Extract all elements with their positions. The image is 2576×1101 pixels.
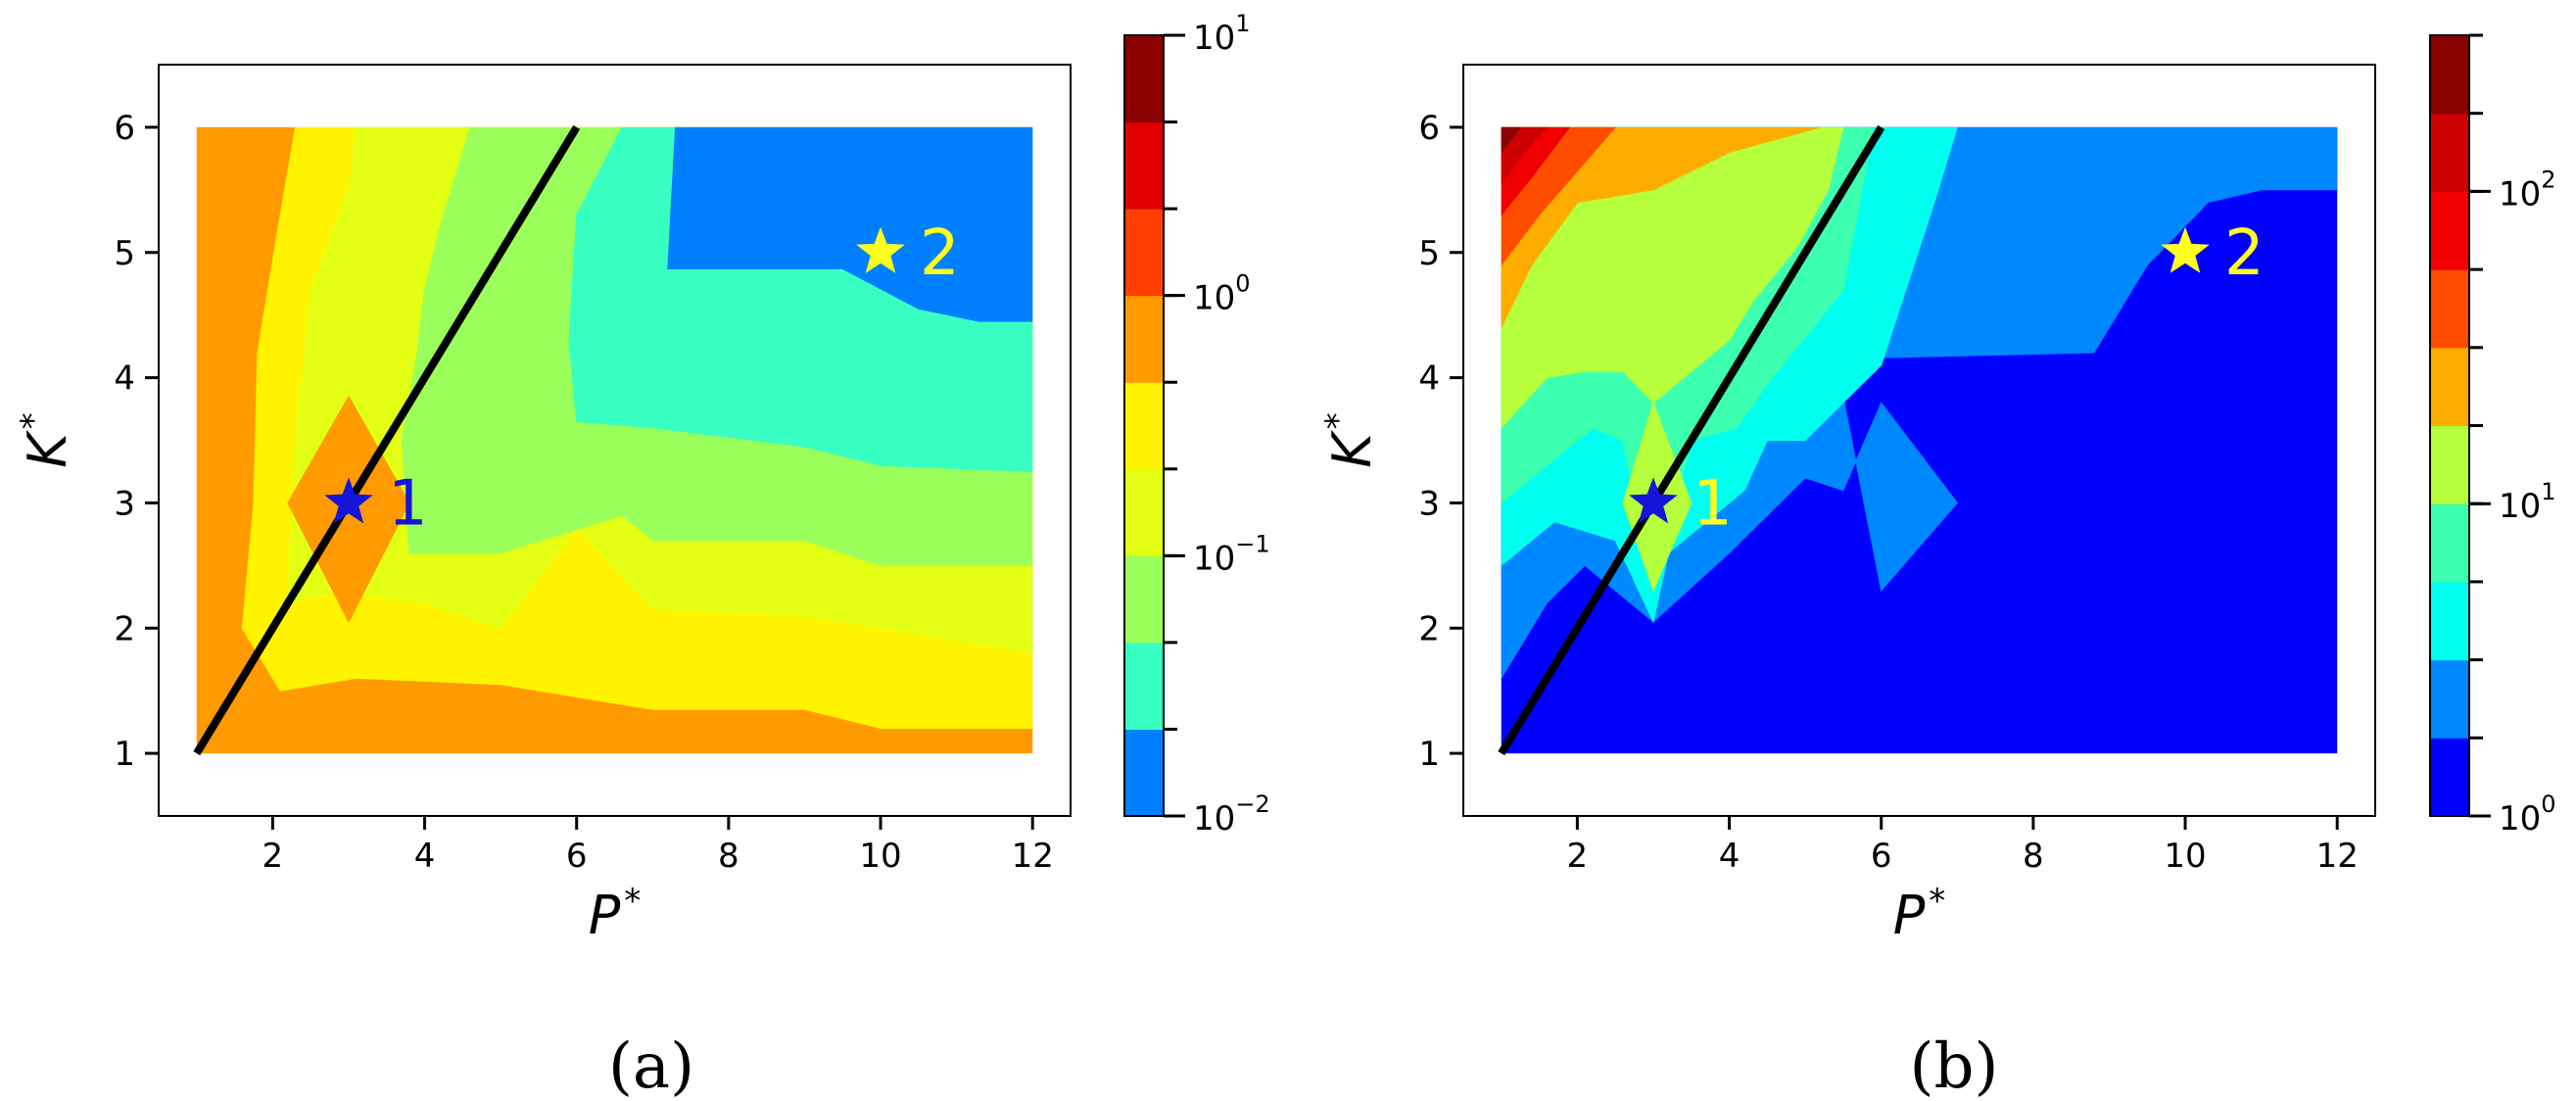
colorbar-band: [1124, 729, 1164, 817]
contour-region-level-9: [1501, 126, 1521, 154]
x-axis-label: P *: [1893, 882, 1946, 946]
diagonal-line: [193, 124, 581, 756]
y-tick-label: 2: [114, 609, 135, 648]
colorbar-band: [2430, 191, 2469, 270]
x-tick-label: 10: [859, 837, 901, 876]
y-axis-label: K*: [1318, 412, 1383, 467]
y-tick-label: 2: [1418, 609, 1440, 648]
colorbar-band: [2430, 581, 2469, 661]
y-tick-label: 1: [1418, 735, 1440, 774]
colorbar-band: [1124, 555, 1164, 644]
x-tick-label: 6: [1871, 837, 1892, 876]
x-tick-label: 8: [2023, 837, 2044, 876]
y-tick-label: 4: [1418, 359, 1440, 399]
x-tick-label: 8: [718, 837, 739, 876]
marker-label-1: 1: [1693, 467, 1733, 540]
colorbar-band: [1124, 209, 1164, 297]
star-marker-1: [324, 477, 373, 524]
marker-label-1: 1: [388, 467, 428, 540]
y-tick-label: 5: [114, 234, 135, 273]
colorbar: 100 101 102: [2429, 33, 2556, 838]
colorbar-tick-label: 10−1: [1193, 530, 1270, 578]
panel-label: (b): [1910, 1030, 1999, 1101]
colorbar-band: [2430, 269, 2469, 349]
colorbar-band: [1124, 468, 1164, 556]
colorbar-band: [1124, 295, 1164, 383]
colorbar-band: [2430, 347, 2469, 426]
contour-fill: [1501, 126, 2338, 754]
y-tick-label: 6: [114, 109, 135, 148]
x-tick-label: 2: [1567, 837, 1589, 876]
y-tick-label: 3: [114, 484, 135, 523]
colorbar-band: [1124, 35, 1164, 123]
colorbar-band: [2430, 425, 2469, 504]
x-tick-label: 4: [1719, 837, 1741, 876]
x-tick-label: 2: [262, 837, 284, 876]
colorbar-tick-label: 101: [1193, 10, 1251, 58]
colorbar-band: [2430, 659, 2469, 739]
colorbar-band: [2430, 738, 2469, 817]
colorbar-tick-label: 101: [2499, 478, 2556, 526]
colorbar-band: [1124, 642, 1164, 730]
y-axis-label: K*: [14, 412, 78, 467]
star-marker-2: [2161, 226, 2210, 273]
axes-frame: [158, 64, 1072, 817]
colorbar-tick-label: 10−2: [1193, 790, 1270, 838]
y-tick-label: 3: [1418, 484, 1440, 523]
x-tick-label: 4: [414, 837, 436, 876]
panel-label: (a): [608, 1030, 694, 1101]
colorbar-band: [2430, 35, 2469, 115]
axes-frame: [1462, 64, 2376, 817]
contour-fill: [196, 126, 1033, 754]
colorbar-band: [1124, 121, 1164, 210]
colorbar-band: [1124, 382, 1164, 470]
x-tick-label: 12: [2316, 837, 2359, 876]
colorbar: 10−2 10−1 100 101: [1123, 10, 1270, 838]
colorbar-tick-label: 100: [2499, 790, 2556, 838]
marker-label-2: 2: [2224, 217, 2265, 290]
contour-region-level-4: [1501, 126, 1844, 429]
diagonal-line: [1498, 124, 1885, 756]
colorbar-tick-label: 102: [2499, 166, 2556, 214]
x-axis-label: P *: [589, 882, 642, 946]
contour-region-level-0: [667, 126, 1033, 322]
x-tick-label: 6: [566, 837, 588, 876]
y-tick-label: 4: [114, 359, 135, 399]
star-marker-1: [1629, 477, 1678, 524]
y-tick-label: 6: [1418, 109, 1440, 148]
contour-region-level-5: [1501, 126, 1821, 328]
star-marker-2: [856, 226, 905, 273]
marker-label-2: 2: [920, 217, 960, 290]
colorbar-tick-label: 100: [1193, 270, 1251, 318]
colorbar-frame: [1123, 34, 1165, 817]
colorbar-band: [2430, 113, 2469, 192]
y-tick-label: 1: [114, 735, 135, 774]
x-tick-label: 10: [2164, 837, 2206, 876]
x-tick-label: 12: [1012, 837, 1054, 876]
y-tick-label: 5: [1418, 234, 1440, 273]
colorbar-band: [2430, 503, 2469, 583]
